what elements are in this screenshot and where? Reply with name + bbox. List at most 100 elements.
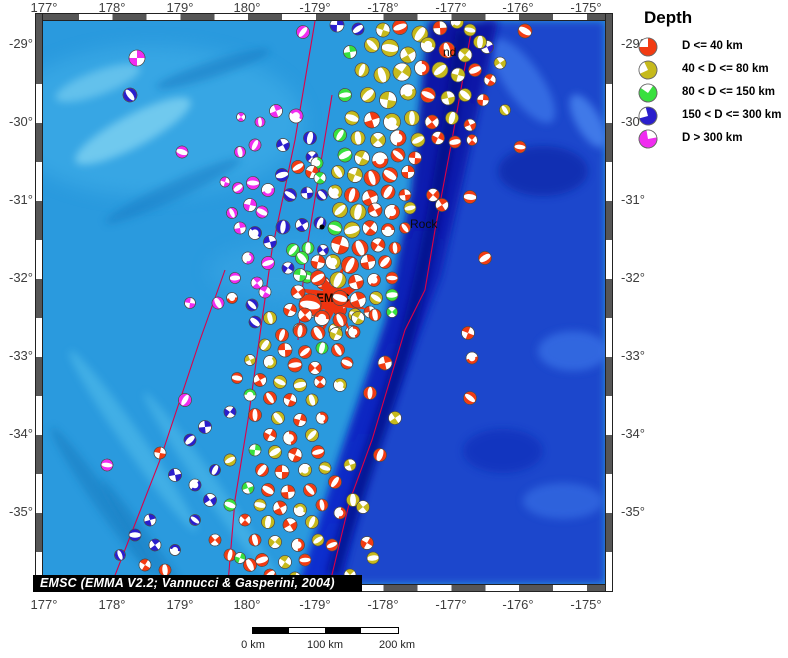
beachball[interactable] <box>424 186 442 204</box>
beachball[interactable] <box>247 314 264 331</box>
beachball[interactable] <box>363 386 377 400</box>
beachball[interactable] <box>343 109 361 127</box>
beachball[interactable] <box>167 467 182 482</box>
beachball[interactable] <box>460 325 477 342</box>
beachball[interactable] <box>476 249 494 267</box>
beachball[interactable] <box>462 117 478 133</box>
beachball[interactable] <box>358 534 376 552</box>
beachball[interactable] <box>338 88 352 102</box>
beachball[interactable] <box>289 158 307 176</box>
beachball[interactable] <box>384 304 400 320</box>
beachball[interactable] <box>331 376 349 394</box>
beachball[interactable] <box>366 551 380 565</box>
beachball[interactable] <box>280 515 299 534</box>
beachball[interactable] <box>328 270 349 291</box>
beachball[interactable] <box>240 480 255 495</box>
beachball[interactable] <box>230 180 245 195</box>
beachball[interactable] <box>254 116 266 128</box>
beachball[interactable] <box>100 458 114 472</box>
beachball[interactable] <box>280 484 296 500</box>
beachball[interactable] <box>448 135 462 149</box>
beachball[interactable] <box>253 498 267 512</box>
beachball[interactable] <box>464 132 480 148</box>
beachball[interactable] <box>222 497 238 513</box>
beachball[interactable] <box>313 309 331 327</box>
beachball[interactable] <box>385 288 399 302</box>
beachball[interactable] <box>248 408 262 422</box>
beachball[interactable] <box>315 341 330 356</box>
beachball[interactable] <box>329 199 350 220</box>
beachball[interactable] <box>291 501 309 519</box>
beachball[interactable] <box>261 353 279 371</box>
beachball[interactable] <box>261 389 279 407</box>
beachball[interactable] <box>184 297 196 309</box>
beachball[interactable] <box>315 498 329 512</box>
beachball[interactable] <box>408 151 422 165</box>
beachball[interactable] <box>231 372 244 385</box>
beachball[interactable] <box>275 219 291 235</box>
beachball[interactable] <box>274 167 290 183</box>
beachball[interactable] <box>381 223 395 237</box>
beachball[interactable] <box>286 106 305 125</box>
beachball[interactable] <box>301 241 315 255</box>
beachball[interactable] <box>362 110 382 130</box>
beachball[interactable] <box>201 491 219 509</box>
beachball[interactable] <box>254 204 270 220</box>
beachball[interactable] <box>422 112 442 132</box>
beachball[interactable] <box>296 461 314 479</box>
beachball[interactable] <box>262 310 278 326</box>
beachball[interactable] <box>292 412 308 428</box>
beachball[interactable] <box>243 353 257 367</box>
beachball[interactable] <box>286 446 304 464</box>
beachball[interactable] <box>253 461 271 479</box>
beachball[interactable] <box>352 148 372 168</box>
beachball[interactable] <box>329 234 351 256</box>
beachball[interactable] <box>269 409 287 427</box>
beachball[interactable] <box>310 532 327 549</box>
beachball[interactable] <box>380 38 399 57</box>
beachball[interactable] <box>463 190 477 204</box>
beachball[interactable] <box>222 452 238 468</box>
beachball[interactable] <box>198 420 212 434</box>
beachball[interactable] <box>314 187 330 203</box>
beachball[interactable] <box>515 21 534 40</box>
beachball[interactable] <box>222 404 239 421</box>
beachball[interactable] <box>318 461 333 476</box>
beachball[interactable] <box>243 388 257 402</box>
beachball[interactable] <box>240 250 255 265</box>
beachball[interactable] <box>298 553 312 567</box>
beachball[interactable] <box>366 201 385 220</box>
beachball[interactable] <box>147 537 164 554</box>
beachball[interactable] <box>343 186 361 204</box>
beachball[interactable] <box>463 23 477 37</box>
beachball[interactable] <box>293 249 311 267</box>
beachball[interactable] <box>274 327 291 344</box>
beachball[interactable] <box>301 481 319 499</box>
beachball[interactable] <box>418 85 438 105</box>
beachball[interactable] <box>310 254 326 270</box>
beachball[interactable] <box>388 241 402 255</box>
beachball[interactable] <box>261 426 278 443</box>
beachball[interactable] <box>259 481 277 499</box>
beachball[interactable] <box>380 110 404 134</box>
beachball[interactable] <box>448 21 466 31</box>
beachball[interactable] <box>271 499 290 518</box>
beachball[interactable] <box>235 111 248 124</box>
beachball[interactable] <box>348 290 369 311</box>
beachball[interactable] <box>397 44 419 66</box>
beachball[interactable] <box>433 196 451 214</box>
beachball[interactable] <box>293 324 307 338</box>
beachball[interactable] <box>326 219 344 237</box>
beachball[interactable] <box>266 533 284 551</box>
beachball[interactable] <box>266 443 284 461</box>
beachball[interactable] <box>281 186 299 204</box>
beachball[interactable] <box>277 342 293 358</box>
beachball[interactable] <box>306 359 324 377</box>
beachball[interactable] <box>248 533 263 548</box>
beachball[interactable] <box>175 145 190 160</box>
beachball[interactable] <box>303 426 321 444</box>
beachball[interactable] <box>326 473 344 491</box>
beachball[interactable] <box>229 272 241 284</box>
beachball[interactable] <box>312 170 329 187</box>
